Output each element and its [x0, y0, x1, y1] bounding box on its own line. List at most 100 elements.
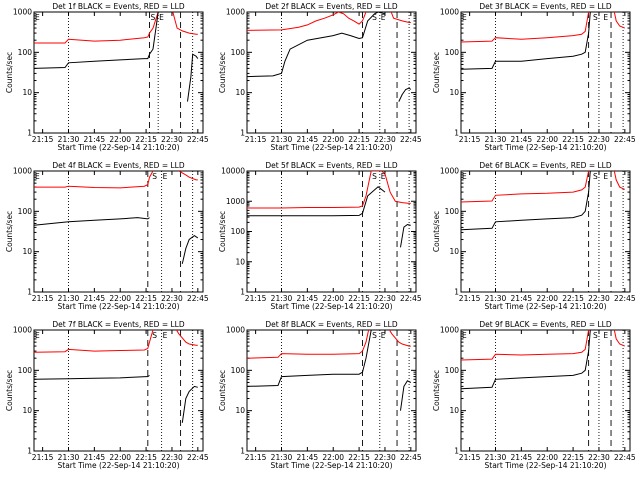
- x-tick-label: 22:30: [588, 294, 610, 303]
- y-tick-label: 10: [449, 406, 459, 415]
- lld-series-line: [247, 171, 411, 209]
- sun-marker-label: S: [372, 172, 377, 181]
- y-axis-label: Counts/sec: [218, 370, 227, 411]
- sun-marker-label: E: [462, 13, 467, 22]
- chart-title: Det 7f BLACK = Events, RED = LLD: [52, 320, 185, 329]
- x-tick-label: 21:15: [459, 135, 481, 144]
- x-tick-label: 22:45: [187, 453, 209, 462]
- x-tick-label: 21:45: [84, 453, 106, 462]
- x-axis-label: Start Time (22-Sep-14 21:10:20): [485, 302, 607, 311]
- x-tick-label: 21:45: [297, 294, 319, 303]
- y-tick-label: 100: [18, 366, 33, 375]
- chart-title: Det 5f BLACK = Events, RED = LLD: [265, 161, 398, 170]
- x-tick-label: 22:45: [400, 453, 422, 462]
- x-tick-label: 22:00: [109, 294, 131, 303]
- lld-series-line: [34, 12, 198, 44]
- y-tick-label: 10: [22, 247, 32, 256]
- lld-series-line: [34, 171, 198, 189]
- events-series-line: [247, 12, 412, 102]
- chart-panel: Det 6f BLACK = Events, RED = LLD 1 10 100 10…: [432, 161, 636, 311]
- lld-series-line: [34, 330, 198, 353]
- x-tick-label: 21:45: [84, 135, 106, 144]
- sun-marker-label: S: [372, 13, 377, 22]
- x-tick-label: 21:30: [271, 453, 293, 462]
- x-tick-label: 22:30: [374, 453, 396, 462]
- plot-frame: [460, 11, 631, 134]
- sun-marker-label: S: [152, 172, 157, 181]
- x-tick-label: 22:00: [536, 453, 558, 462]
- plot-frame: [460, 170, 631, 293]
- y-tick-label: 1: [240, 129, 245, 138]
- y-tick-label: 10: [449, 88, 459, 97]
- y-tick-label: 1000: [226, 326, 245, 335]
- x-tick-label: 21:45: [297, 453, 319, 462]
- sun-marker-label: E: [381, 331, 386, 340]
- x-tick-label: 22:00: [322, 453, 344, 462]
- sun-marker-label: S: [151, 13, 156, 22]
- y-tick-label: 1000: [13, 326, 32, 335]
- sun-marker-label: E: [603, 331, 608, 340]
- plot-frame: [460, 329, 631, 452]
- x-axis-label: Start Time (22-Sep-14 21:10:20): [485, 461, 607, 470]
- x-tick-label: 22:30: [161, 453, 183, 462]
- sun-marker-label: E: [603, 13, 608, 22]
- plot-frame: [33, 11, 204, 134]
- x-tick-label: 22:15: [348, 453, 370, 462]
- x-tick-label: 21:30: [271, 135, 293, 144]
- y-tick-label: 100: [445, 48, 460, 57]
- plot-area: [34, 171, 199, 292]
- y-tick-label: 10: [22, 406, 32, 415]
- x-tick-label: 22:15: [348, 294, 370, 303]
- x-tick-label: 21:15: [32, 135, 54, 144]
- sun-marker-label: E: [159, 13, 164, 22]
- x-tick-label: 21:15: [459, 294, 481, 303]
- events-series-line: [247, 186, 411, 248]
- plot-area: [34, 12, 199, 133]
- y-axis-label: Counts/sec: [5, 211, 14, 252]
- x-tick-label: 22:00: [536, 294, 558, 303]
- events-series-line: [461, 12, 591, 70]
- x-tick-label: 21:30: [485, 453, 507, 462]
- plot-frame: [246, 329, 417, 452]
- x-tick-label: 22:30: [588, 135, 610, 144]
- chart-title: Det 6f BLACK = Events, RED = LLD: [479, 161, 612, 170]
- x-tick-label: 22:00: [536, 135, 558, 144]
- x-tick-label: 21:30: [58, 135, 80, 144]
- lld-series-line: [461, 330, 625, 361]
- y-tick-label: 1000: [440, 8, 459, 17]
- events-series-line: [247, 330, 412, 411]
- plot-frame: [246, 11, 417, 134]
- lld-series-line: [247, 330, 411, 359]
- plot-area: [461, 12, 625, 133]
- x-tick-label: 22:45: [187, 294, 209, 303]
- plot-area: [247, 12, 412, 133]
- y-tick-label: 10: [22, 88, 32, 97]
- x-axis-label: Start Time (22-Sep-14 21:10:20): [271, 461, 393, 470]
- y-tick-label: 10000: [221, 167, 245, 176]
- x-tick-label: 22:45: [187, 135, 209, 144]
- x-tick-label: 21:15: [32, 453, 54, 462]
- sun-marker-label: E: [35, 172, 40, 181]
- events-series-line: [461, 330, 591, 390]
- x-tick-label: 21:45: [511, 294, 533, 303]
- y-axis-label: Counts/sec: [218, 52, 227, 93]
- chart-title: Det 3f BLACK = Events, RED = LLD: [479, 2, 612, 11]
- chart-title: Det 1f BLACK = Events, RED = LLD: [52, 2, 185, 11]
- y-tick-label: 1000: [440, 326, 459, 335]
- x-tick-label: 22:45: [614, 453, 636, 462]
- y-tick-label: 100: [231, 366, 246, 375]
- chart-panel: Det 4f BLACK = Events, RED = LLD 1 10 100 10…: [5, 161, 209, 311]
- x-tick-label: 22:30: [588, 453, 610, 462]
- x-tick-label: 22:30: [374, 294, 396, 303]
- y-tick-label: 1: [454, 288, 459, 297]
- y-tick-label: 1: [454, 447, 459, 456]
- sun-marker-label: E: [462, 331, 467, 340]
- x-tick-label: 21:15: [245, 453, 267, 462]
- y-tick-label: 100: [445, 366, 460, 375]
- sun-marker-label: S: [593, 172, 598, 181]
- x-tick-label: 22:15: [348, 135, 370, 144]
- x-tick-label: 22:00: [322, 294, 344, 303]
- sun-marker-label: S: [372, 331, 377, 340]
- x-tick-label: 22:15: [135, 294, 157, 303]
- y-tick-label: 1000: [13, 167, 32, 176]
